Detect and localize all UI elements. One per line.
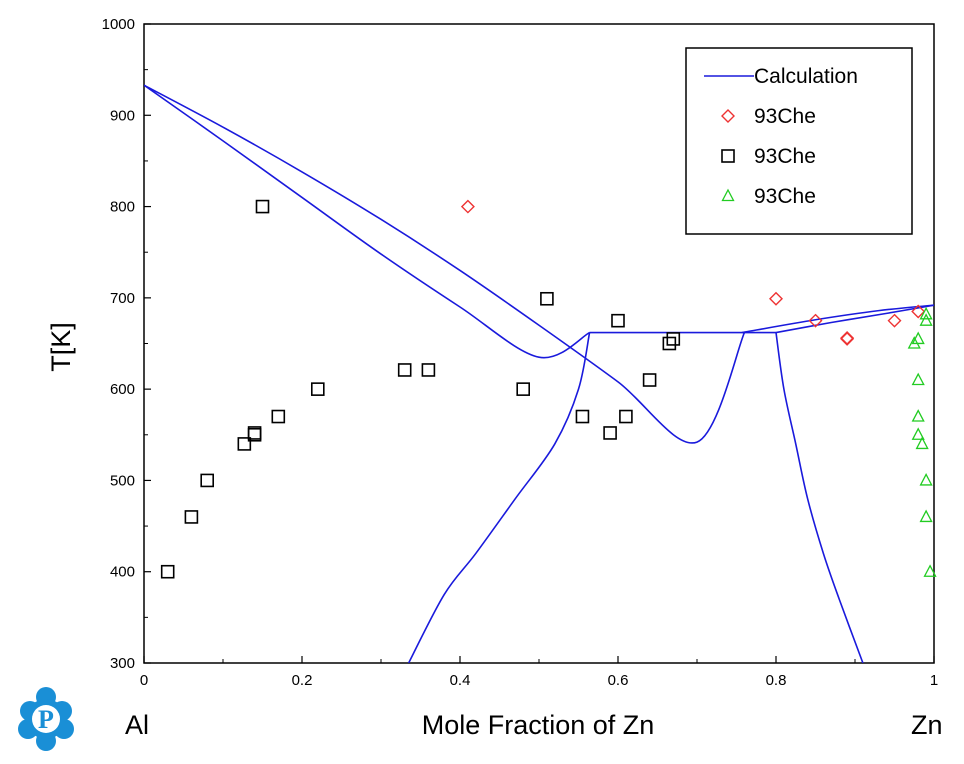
data-markers: [160, 199, 937, 579]
calculation-line: [144, 84, 590, 359]
triangle-point: [911, 427, 925, 440]
svg-text:P: P: [38, 705, 54, 734]
legend-label: 93Che: [754, 105, 816, 128]
diamond-point: [911, 304, 926, 319]
square-point: [540, 291, 554, 306]
square-point: [642, 373, 657, 387]
y-axis-title: T[K]: [46, 322, 76, 372]
triangle-point: [911, 331, 925, 345]
y-tick-label: 700: [110, 290, 135, 307]
square-point: [271, 409, 286, 424]
square-point: [421, 363, 436, 377]
square-point: [611, 313, 625, 328]
square-point: [575, 409, 590, 424]
y-tick-label: 1000: [102, 16, 135, 33]
legend-label: 93Che: [754, 185, 816, 208]
triangle-point: [919, 509, 933, 523]
square-point: [516, 382, 531, 396]
legend-diamond-swatch: [721, 109, 735, 123]
triangle-point: [919, 473, 933, 486]
legend-triangle-swatch: [721, 188, 735, 202]
diamond-point: [840, 331, 855, 346]
square-point: [662, 336, 677, 351]
square-point: [184, 510, 199, 524]
triangle-point: [911, 409, 925, 422]
diamond-point: [808, 313, 823, 328]
y-tick-label: 800: [110, 199, 135, 216]
legend-box: [685, 47, 913, 235]
calculation-line: [407, 332, 591, 663]
legend-label: Calculation: [754, 65, 858, 88]
y-tick-label: 500: [110, 472, 135, 489]
diamond-point: [460, 199, 475, 214]
y-tick-label: 400: [110, 564, 135, 581]
calculation-curves: [144, 84, 934, 663]
square-point: [237, 437, 252, 451]
right-end-label: Zn: [911, 710, 943, 740]
x-tick-label: 0.4: [450, 672, 471, 689]
y-tick-label: 900: [110, 107, 135, 124]
square-point: [255, 199, 270, 214]
diamond-point: [887, 313, 902, 328]
square-point: [397, 363, 412, 377]
calculation-line: [741, 304, 934, 334]
plot-area: 0 0.2 0.4 0.6 0.8 1 300 400 500 600 700 800 900 1000: [102, 16, 939, 689]
x-tick-label: 0.2: [292, 672, 313, 689]
calculation-line: [144, 84, 746, 444]
triangle-point: [907, 336, 921, 349]
triangle-point: [919, 306, 933, 320]
square-point: [247, 426, 262, 440]
square-point: [619, 409, 633, 424]
x-tick-label: 1: [930, 672, 938, 689]
diamond-point: [769, 291, 783, 306]
x-tick-label: 0: [140, 672, 148, 689]
triangle-point: [915, 436, 929, 450]
triangle-point: [923, 564, 937, 577]
x-tick-label: 0.8: [766, 672, 787, 689]
triangle-point: [919, 313, 933, 326]
square-point: [666, 332, 681, 346]
legend-label: 93Che: [754, 145, 816, 168]
triangle-point: [911, 372, 925, 386]
square-point: [160, 564, 175, 579]
legend: Calculation 93Che 93Che 93Che: [685, 47, 913, 235]
calculation-line: [775, 332, 864, 663]
y-tick-label: 600: [110, 381, 135, 398]
calculation-line: [775, 304, 934, 334]
square-point: [200, 473, 214, 488]
legend-square-swatch: [721, 149, 735, 163]
left-end-label: Al: [125, 710, 149, 740]
logo-icon: P: [18, 687, 74, 751]
y-tick-label: 300: [110, 655, 135, 672]
square-point: [310, 382, 325, 396]
x-axis-title: Mole Fraction of Zn: [422, 710, 655, 740]
x-tick-label: 0.6: [608, 672, 629, 689]
square-point: [603, 426, 617, 440]
